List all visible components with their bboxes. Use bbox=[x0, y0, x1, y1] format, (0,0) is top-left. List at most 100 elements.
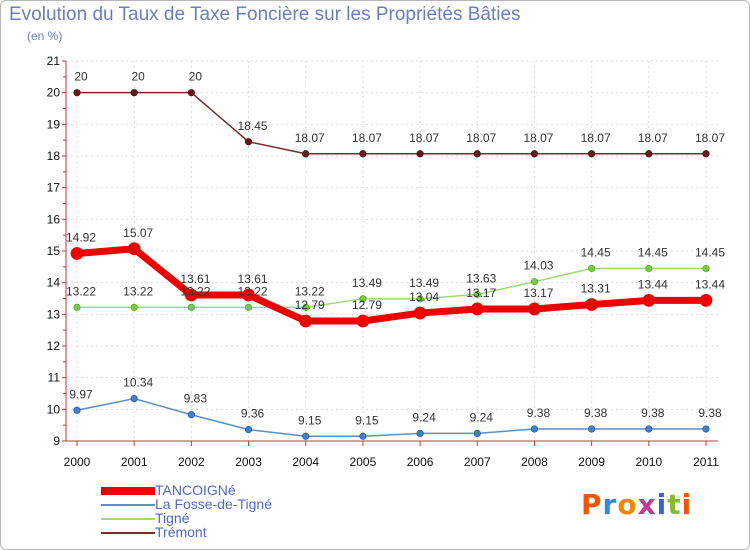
data-point-tremont bbox=[244, 138, 253, 146]
data-point-la-fosse-de-tigne bbox=[359, 432, 367, 440]
data-point-la-fosse-de-tigne bbox=[702, 425, 710, 433]
series-line-la-fosse-de-tigne bbox=[76, 397, 706, 437]
data-label-tigne: 13.22 bbox=[180, 284, 210, 298]
data-point-la-fosse-de-tigne bbox=[588, 425, 596, 433]
y-tick-label: 10 bbox=[47, 402, 61, 416]
x-tick-label: 2009 bbox=[578, 455, 605, 469]
logo-letter: r bbox=[602, 488, 618, 521]
data-label-tancoigne: 12.79 bbox=[295, 298, 325, 312]
data-label-tigne: 14.03 bbox=[523, 259, 553, 273]
data-label-la-fosse-de-tigne: 9.38 bbox=[698, 406, 722, 420]
grid bbox=[66, 60, 718, 442]
data-point-tremont bbox=[645, 150, 653, 158]
data-label-tigne: 13.49 bbox=[409, 276, 439, 290]
axes: 9 10 11 12 13 14 15 16 17 18 19 20 21 2000 2001 2002 200… bbox=[47, 54, 720, 469]
data-label-tremont: 18.45 bbox=[238, 119, 268, 133]
data-label-la-fosse-de-tigne: 10.34 bbox=[123, 376, 153, 390]
x-tick-label: 2000 bbox=[64, 455, 91, 469]
data-point-tremont bbox=[702, 150, 710, 158]
data-label-la-fosse-de-tigne: 9.38 bbox=[584, 406, 608, 420]
series-line-tancoigne bbox=[76, 245, 706, 325]
x-tick-label: 2011 bbox=[693, 455, 719, 469]
logo-letter: i bbox=[681, 488, 693, 521]
x-tick-label: 2008 bbox=[521, 455, 548, 469]
y-tick-label: 13 bbox=[47, 307, 61, 321]
data-point-tremont bbox=[530, 150, 539, 158]
legend-label: La Fosse-de-Tigné bbox=[155, 496, 272, 512]
data-point-la-fosse-de-tigne bbox=[244, 425, 253, 434]
logo-letter: i bbox=[656, 488, 668, 521]
chart-subtitle: (en %) bbox=[27, 29, 63, 43]
data-label-la-fosse-de-tigne: 9.24 bbox=[470, 410, 494, 424]
data-label-tancoigne: 12.79 bbox=[352, 298, 382, 312]
data-point-tremont bbox=[359, 150, 367, 158]
data-label-tremont: 18.07 bbox=[352, 131, 382, 145]
data-label-tigne: 13.22 bbox=[295, 284, 325, 298]
data-label-la-fosse-de-tigne: 9.15 bbox=[355, 413, 379, 427]
data-point-la-fosse-de-tigne bbox=[130, 394, 138, 403]
logo-letter: P bbox=[581, 488, 603, 521]
data-point-tigne bbox=[130, 303, 138, 311]
data-point-tancoigne bbox=[699, 293, 713, 307]
proxiti-logo: Proxiti bbox=[581, 488, 692, 521]
data-label-la-fosse-de-tigne: 9.83 bbox=[184, 392, 208, 406]
data-label-tigne: 14.45 bbox=[581, 245, 611, 259]
y-tick-label: 16 bbox=[47, 212, 61, 226]
data-point-tremont bbox=[302, 150, 310, 158]
data-point-tigne bbox=[645, 264, 653, 273]
data-point-tancoigne bbox=[470, 302, 484, 316]
data-point-tigne bbox=[73, 303, 81, 311]
data-label-tigne: 14.45 bbox=[695, 245, 725, 259]
x-tick-label: 2004 bbox=[292, 455, 319, 469]
data-label-layer: 14.92 15.07 13.61 13.61 12.79 12.79 13.04 13.17… bbox=[66, 70, 725, 428]
legend-swatch-tremont bbox=[101, 532, 155, 534]
x-tick-label: 2010 bbox=[635, 455, 662, 469]
data-point-la-fosse-de-tigne bbox=[416, 429, 424, 437]
data-label-la-fosse-de-tigne: 9.24 bbox=[412, 410, 436, 424]
series-line-tigne bbox=[77, 267, 706, 309]
data-label-la-fosse-de-tigne: 9.36 bbox=[241, 407, 265, 421]
data-point-tigne bbox=[359, 295, 367, 303]
data-label-tremont: 20 bbox=[189, 70, 203, 84]
y-tick-label: 17 bbox=[47, 181, 61, 195]
data-label-tancoigne: 13.44 bbox=[695, 277, 725, 291]
data-point-tancoigne bbox=[299, 314, 313, 328]
x-tick-label: 2003 bbox=[235, 455, 262, 469]
data-point-tancoigne bbox=[127, 242, 141, 256]
logo-letter: x bbox=[637, 488, 657, 521]
chart-title: Evolution du Taux de Taxe Foncière sur l… bbox=[9, 4, 521, 25]
data-label-tremont: 20 bbox=[132, 70, 146, 84]
y-tick-label: 20 bbox=[47, 86, 61, 100]
data-point-tigne bbox=[244, 303, 253, 311]
data-point-la-fosse-de-tigne bbox=[530, 425, 539, 433]
legend-label: TANCOIGNé bbox=[155, 482, 236, 498]
data-label-tremont: 18.07 bbox=[581, 131, 611, 145]
x-tick-label: 2006 bbox=[407, 455, 434, 469]
data-point-la-fosse-de-tigne bbox=[73, 406, 81, 414]
data-label-tigne: 13.22 bbox=[238, 284, 268, 298]
data-point-tremont bbox=[588, 150, 596, 158]
y-tick-label: 19 bbox=[47, 117, 61, 131]
data-label-tancoigne: 15.07 bbox=[123, 226, 153, 240]
data-point-la-fosse-de-tigne bbox=[187, 411, 195, 419]
data-label-tancoigne: 13.04 bbox=[409, 290, 439, 304]
data-point-tigne bbox=[702, 264, 710, 273]
legend-swatch-tancoigne bbox=[101, 487, 155, 495]
legend-label: Trémont bbox=[155, 524, 207, 540]
data-point-tigne bbox=[530, 278, 539, 286]
data-label-la-fosse-de-tigne: 9.97 bbox=[69, 387, 93, 401]
data-point-tremont bbox=[187, 89, 195, 97]
x-tick-label: 2005 bbox=[350, 455, 377, 469]
data-point-tancoigne bbox=[585, 298, 599, 311]
y-tick-label: 14 bbox=[47, 276, 61, 290]
logo-letter: o bbox=[617, 488, 638, 521]
data-point-tremont bbox=[416, 150, 424, 158]
data-label-tigne: 13.22 bbox=[123, 284, 153, 298]
data-point-la-fosse-de-tigne bbox=[473, 429, 481, 437]
data-point-tancoigne bbox=[356, 314, 370, 328]
data-point-tigne bbox=[302, 303, 310, 311]
y-tick-label: 9 bbox=[53, 434, 60, 448]
data-label-tremont: 18.07 bbox=[466, 131, 496, 145]
